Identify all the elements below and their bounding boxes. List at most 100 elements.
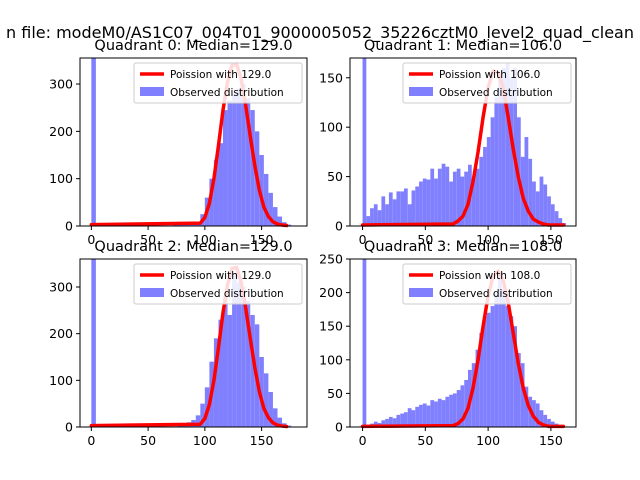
histogram-bar — [430, 400, 435, 427]
y-tick-label: 200 — [319, 285, 343, 300]
histogram-bar — [509, 316, 514, 427]
histogram-bar — [464, 379, 469, 427]
histogram-bar — [460, 385, 465, 427]
histogram-bar — [441, 400, 446, 427]
histogram-bar — [268, 392, 273, 427]
subplot-title: Quadrant 0: Median=129.0 — [94, 38, 292, 54]
histogram-bar — [535, 191, 540, 226]
legend-bar-swatch — [140, 288, 164, 297]
axes-frame — [79, 258, 308, 428]
histogram-bar — [501, 289, 506, 427]
histogram-bar — [263, 173, 269, 226]
y-tick-label: 150 — [319, 70, 343, 85]
histogram-bar — [456, 390, 461, 427]
histogram-bar — [177, 425, 183, 427]
histogram-bar — [539, 176, 544, 226]
legend-bar-label: Observed distribution — [170, 87, 284, 99]
y-tick-label: 200 — [49, 326, 73, 341]
histogram-bar — [490, 117, 495, 226]
histogram-bar — [362, 259, 367, 427]
histogram-bar — [392, 199, 397, 226]
histogram-bar — [543, 414, 548, 427]
histogram-bar — [456, 168, 461, 226]
histogram-bar — [195, 415, 201, 427]
histogram-bar — [419, 404, 423, 427]
histogram-bar — [490, 306, 495, 427]
histogram-bar — [430, 168, 435, 226]
y-tick-label: 100 — [319, 120, 343, 135]
histogram-bar — [520, 363, 525, 427]
histogram-bar — [411, 410, 416, 427]
subplot-quadrant-2: Quadrant 2: Median=129.0 0 50 100 150 0 100 200… — [49, 239, 308, 448]
y-tick-label: 50 — [327, 169, 343, 184]
histogram-bar — [277, 417, 283, 427]
y-tick-label: 100 — [49, 373, 73, 388]
histogram-bar — [213, 159, 219, 226]
subplot-title: Quadrant 2: Median=129.0 — [94, 239, 292, 255]
histogram-bar — [441, 163, 446, 226]
histogram-bar — [407, 408, 412, 427]
legend-bar-swatch — [140, 87, 164, 96]
subplot-grid: Quadrant 0: Median=129.0 0 50 100 150 0 100 200… — [49, 38, 577, 448]
histogram-bar — [486, 137, 491, 226]
histogram-bar — [554, 211, 559, 226]
legend-bar-label: Observed distribution — [439, 288, 553, 300]
histogram-bar — [483, 316, 487, 427]
histogram-bar — [223, 110, 228, 226]
legend-bar-swatch — [409, 87, 433, 96]
histogram-bar — [213, 338, 219, 427]
histogram-bar — [452, 171, 457, 226]
histogram-bar — [539, 410, 544, 427]
histogram-bar — [232, 93, 237, 227]
histogram-bar — [524, 386, 529, 427]
x-tick-label: 100 — [193, 433, 217, 448]
histogram-bar — [209, 178, 214, 226]
histogram-bar — [498, 79, 502, 226]
histogram-bar — [232, 273, 237, 427]
histogram-bar — [259, 155, 264, 226]
histogram-bar — [524, 137, 529, 226]
histogram-bar — [475, 168, 480, 226]
legend-box — [402, 62, 572, 104]
histogram-bar — [403, 412, 408, 427]
histogram-bar — [437, 398, 442, 427]
histogram-bar — [479, 156, 484, 226]
axes-frame — [79, 57, 308, 227]
histogram-bar — [259, 357, 264, 427]
x-tick-label: 50 — [417, 232, 433, 247]
histogram-bar — [377, 210, 382, 226]
x-tick-label: 50 — [417, 433, 433, 448]
histogram-bar — [419, 181, 423, 226]
y-tick-label: 200 — [49, 124, 73, 139]
histogram-bar — [223, 296, 228, 427]
histogram-bar — [91, 58, 96, 226]
histogram-bar — [437, 168, 442, 226]
histogram-bar — [263, 373, 269, 427]
histogram-bar — [471, 363, 476, 427]
x-tick-label: 100 — [193, 232, 217, 247]
legend-line-label: Poission with 129.0 — [170, 69, 271, 81]
histogram-bar — [426, 179, 431, 226]
histogram-bar — [272, 207, 278, 226]
histogram-bar — [505, 62, 510, 226]
legend-line-label: Poission with 129.0 — [170, 270, 271, 282]
y-tick-label: 0 — [335, 219, 343, 234]
histogram-bar — [250, 110, 255, 226]
legend: Poission with 106.0 Observed distribution — [402, 62, 572, 104]
legend-box — [133, 62, 303, 104]
histogram-bar — [483, 146, 487, 226]
legend: Poission with 129.0 Observed distribution — [133, 62, 303, 104]
histogram-bar — [241, 287, 246, 427]
x-tick-label: 100 — [476, 433, 500, 448]
histogram-bar — [396, 414, 401, 427]
legend-line-label: Poission with 106.0 — [439, 69, 540, 81]
y-tick-label: 300 — [49, 77, 73, 92]
histogram-bar — [370, 208, 374, 226]
histogram-bar — [392, 418, 397, 427]
x-tick-label: 0 — [87, 433, 95, 448]
histogram-bar — [471, 178, 476, 226]
subplot-quadrant-1: Quadrant 1: Median=106.0 0 50 100 150 0 50 100 1… — [319, 38, 577, 247]
histogram-bar — [445, 166, 450, 226]
x-tick-label: 150 — [250, 433, 274, 448]
subplot-title: Quadrant 3: Median=108.0 — [364, 239, 562, 255]
